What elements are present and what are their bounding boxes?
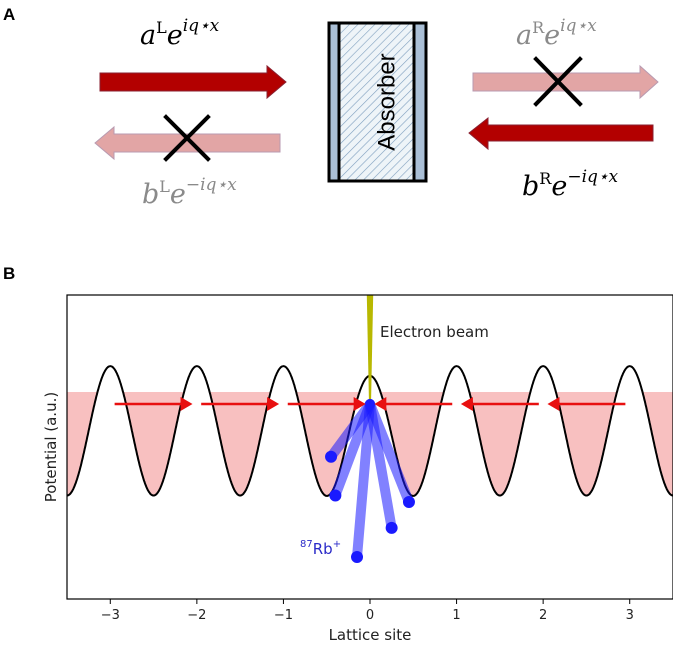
reflected-left-arrow [94,125,281,161]
plot-area [67,295,673,563]
flow-arrow-0 [114,397,193,412]
flow-arrow-4 [460,397,539,412]
incoming-right-arrow [468,116,654,151]
electron-beam [366,295,374,405]
x-tick-label-5: 2 [539,608,547,623]
x-axis-label: Lattice site [329,626,412,644]
ion-trajectories [325,399,415,563]
x-tick-label-6: 3 [626,608,634,623]
x-tick-label-4: 1 [452,608,460,623]
eq-top-right: aReiq⋆x [516,16,597,51]
eq-bottom-right: bRe−iq⋆x [522,167,619,202]
cross-right-icon [533,56,583,107]
electron-beam-label: Electron beam [380,323,489,341]
x-tick-label-3: 0 [366,608,374,623]
x-axis-ticks: −3 −2 −1 0 1 2 3 [101,599,634,623]
eq-bottom-left: bLe−iq⋆x [142,175,237,210]
x-tick-label-1: −2 [187,608,206,623]
ion-dot-3 [385,521,398,534]
x-tick-label-2: −1 [274,608,293,623]
ion-dot-2 [351,550,364,563]
transmitted-right-arrow [472,64,659,100]
ion-dot-4 [402,495,415,508]
incoming-left-arrow [99,64,287,100]
x-tick-label-0: −3 [101,608,120,623]
flow-arrow-1 [201,397,280,412]
ion-dot-1 [329,489,342,502]
panel-b-label: B [3,264,15,283]
flow-arrow-3 [374,397,453,412]
flow-arrow-5 [547,397,626,412]
absorber-block: Absorber [327,21,428,183]
y-axis-label: Potential (a.u.) [42,392,60,502]
absorber-label: Absorber [373,53,400,150]
filled-wells [67,392,673,496]
ion-dot-0 [325,450,338,463]
flow-arrow-2 [287,397,366,412]
ion-track-4 [365,399,414,507]
ion-label: 87Rb+ [300,539,341,558]
eq-top-left: aLeiq⋆x [140,16,220,51]
panel-a-label: A [3,5,15,24]
ion-track-2 [352,399,375,562]
cross-left-icon [163,114,211,162]
